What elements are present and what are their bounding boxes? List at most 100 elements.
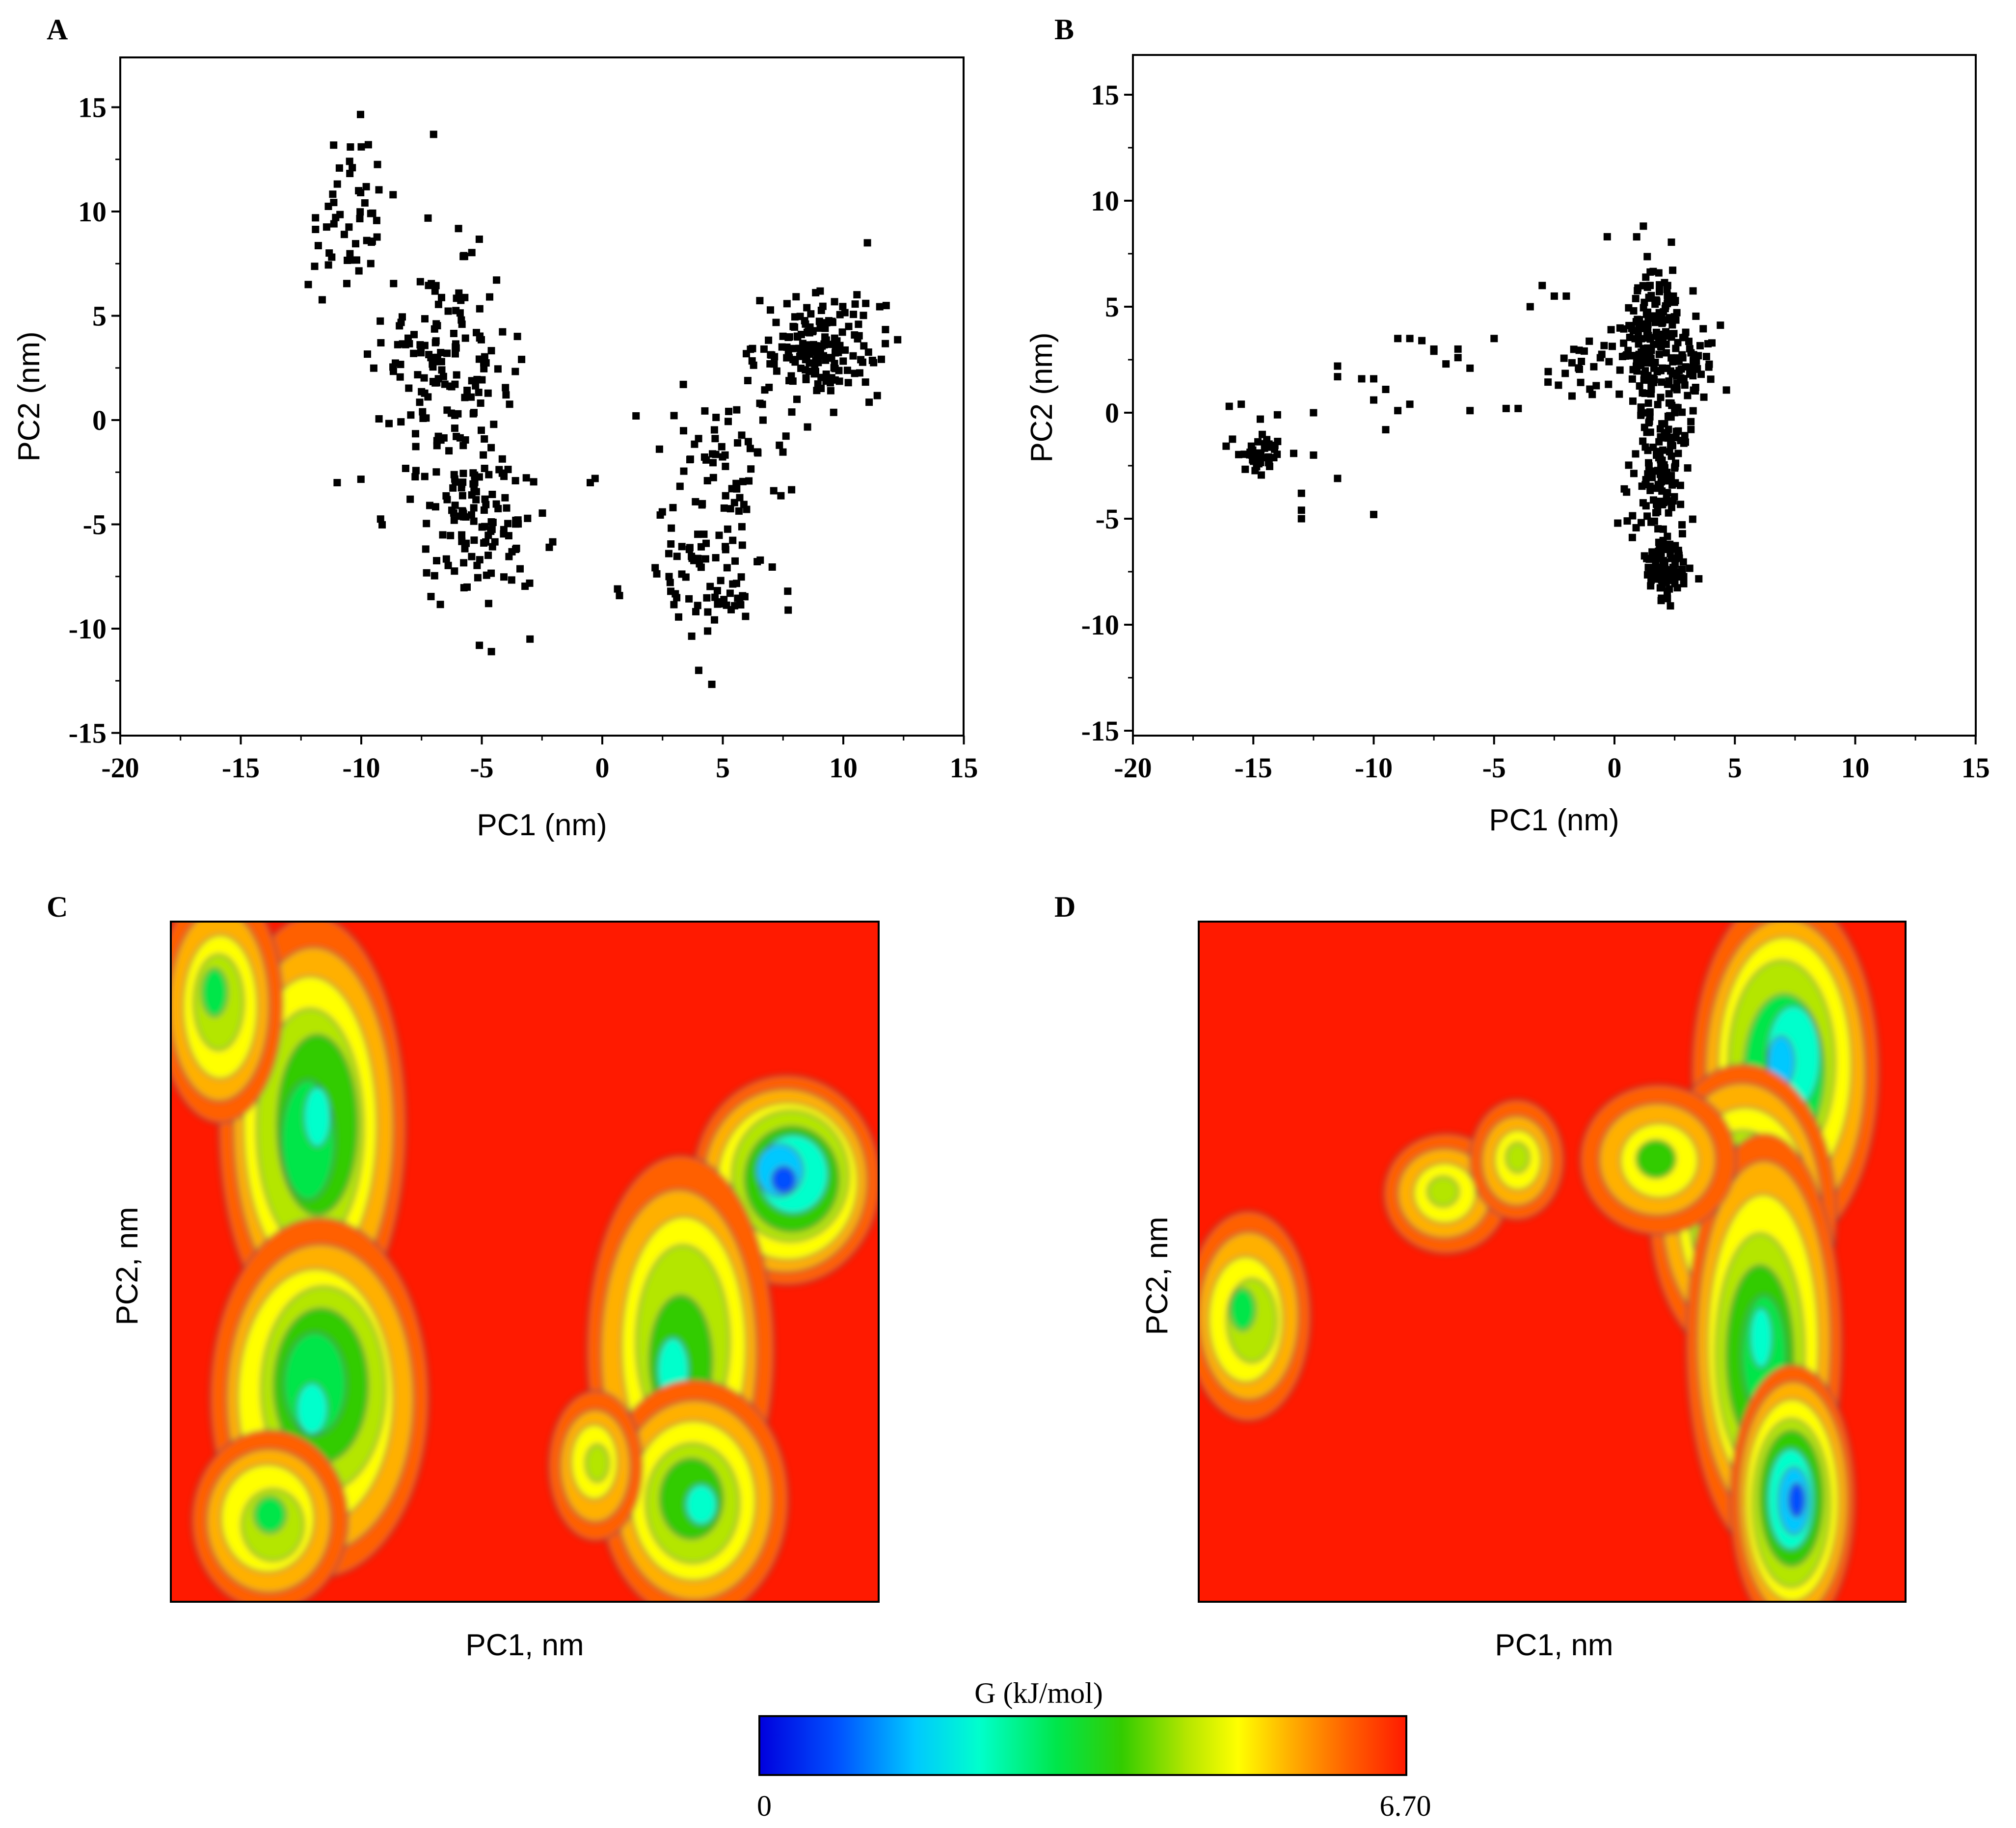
- scatter-point: [1646, 413, 1654, 421]
- scatter-point: [433, 437, 441, 445]
- scatter-point: [1607, 326, 1615, 334]
- scatter-point: [827, 341, 835, 348]
- scatter-point: [1586, 337, 1593, 345]
- scatter-point: [1592, 382, 1600, 390]
- scatter-point: [802, 375, 810, 383]
- scatter-point: [675, 613, 682, 621]
- scatter-point: [438, 293, 445, 301]
- scatter-point: [680, 467, 688, 475]
- scatter-point: [1667, 413, 1675, 421]
- scatter-point: [715, 531, 723, 539]
- scatter-point: [416, 398, 424, 406]
- scatter-point: [1722, 386, 1730, 394]
- scatter-point: [591, 475, 599, 482]
- scatter-point: [1645, 459, 1652, 467]
- scatter-point: [1689, 287, 1697, 295]
- scatter-point: [389, 368, 397, 375]
- scatter-point: [688, 632, 696, 640]
- scatter-point: [1626, 334, 1634, 341]
- scatter-point: [318, 296, 326, 304]
- scatter-point: [785, 333, 793, 341]
- scatter-point: [1659, 470, 1667, 477]
- scatter-point: [487, 444, 495, 451]
- panel-label-a: A: [47, 13, 68, 46]
- scatter-point: [411, 473, 419, 480]
- scatter-point: [475, 473, 483, 481]
- colorbar-gradient: [758, 1715, 1407, 1776]
- scatter-point: [793, 396, 801, 403]
- scatter-point: [1240, 450, 1248, 458]
- scatter-point: [453, 371, 460, 379]
- scatter-point: [862, 299, 870, 307]
- scatter-point: [449, 484, 457, 492]
- scatter-point: [405, 384, 413, 392]
- scatter-point: [390, 280, 398, 288]
- scatter-point: [430, 131, 437, 138]
- scatter-point: [726, 589, 734, 597]
- scatter-point: [367, 260, 375, 267]
- scatter-point: [688, 555, 696, 562]
- scatter-point: [838, 328, 846, 336]
- scatter-point: [1273, 450, 1281, 458]
- scatter-point: [708, 681, 716, 688]
- scatter-point: [792, 293, 800, 301]
- scatter-point: [860, 342, 868, 350]
- y-tick-label: 15: [78, 92, 107, 124]
- scatter-point: [711, 593, 719, 601]
- scatter-point: [685, 595, 693, 603]
- scatter-point: [397, 418, 405, 426]
- scatter-point: [717, 577, 725, 584]
- scatter-point: [1667, 238, 1675, 246]
- scatter-point: [651, 564, 659, 572]
- scatter-point: [470, 409, 478, 417]
- scatter-point: [1640, 298, 1648, 306]
- scatter-point: [722, 492, 729, 500]
- scatter-point: [481, 523, 488, 530]
- scatter-point: [761, 386, 769, 394]
- scatter-point: [460, 252, 468, 260]
- scatter-point: [457, 296, 465, 304]
- scatter-point: [1699, 325, 1707, 333]
- scatter-point: [444, 307, 452, 315]
- scatter-point: [1678, 530, 1686, 538]
- scatter-point: [487, 648, 495, 656]
- scatter-point: [444, 561, 452, 569]
- scatter-point: [431, 503, 439, 511]
- scatter-point: [1658, 319, 1666, 327]
- scatter-point: [822, 371, 830, 378]
- scatter-point: [696, 560, 703, 568]
- x-axis-title-c: PC1, nm: [465, 1628, 584, 1662]
- scatter-point: [738, 541, 746, 549]
- scatter-point: [1544, 368, 1552, 375]
- scatter-point: [1646, 268, 1654, 276]
- scatter-point: [1652, 318, 1659, 326]
- scatter-point: [1406, 335, 1414, 343]
- scatter-point: [1623, 517, 1631, 525]
- scatter-point: [488, 491, 496, 498]
- energy-contour: [1505, 1141, 1530, 1173]
- scatter-point: [324, 203, 332, 210]
- scatter-point: [396, 322, 403, 330]
- scatter-point: [1682, 328, 1690, 336]
- y-axis-title-b: PC2 (nm): [1025, 332, 1059, 462]
- x-tick-label: -20: [101, 752, 139, 784]
- scatter-point: [863, 239, 871, 247]
- scatter-point: [1685, 338, 1693, 345]
- scatter-point: [426, 502, 433, 509]
- y-axis-title-d: PC2, nm: [1140, 1217, 1174, 1335]
- scatter-point: [1640, 222, 1647, 230]
- x-tick-label: 5: [1728, 752, 1742, 784]
- scatter-point: [481, 495, 489, 503]
- scatter-point: [1264, 443, 1272, 450]
- scatter-point: [850, 311, 858, 318]
- scatter-point: [1254, 450, 1262, 457]
- scatter-point: [346, 170, 354, 177]
- scatter-point: [843, 367, 851, 374]
- scatter-point: [425, 282, 432, 290]
- scatter-point: [357, 143, 365, 151]
- scatter-point: [481, 435, 488, 443]
- scatter-point: [421, 473, 429, 480]
- scatter-point: [385, 420, 393, 427]
- scatter-point: [1670, 384, 1678, 392]
- colorbar-title: G (kJ/mol): [974, 1677, 1103, 1709]
